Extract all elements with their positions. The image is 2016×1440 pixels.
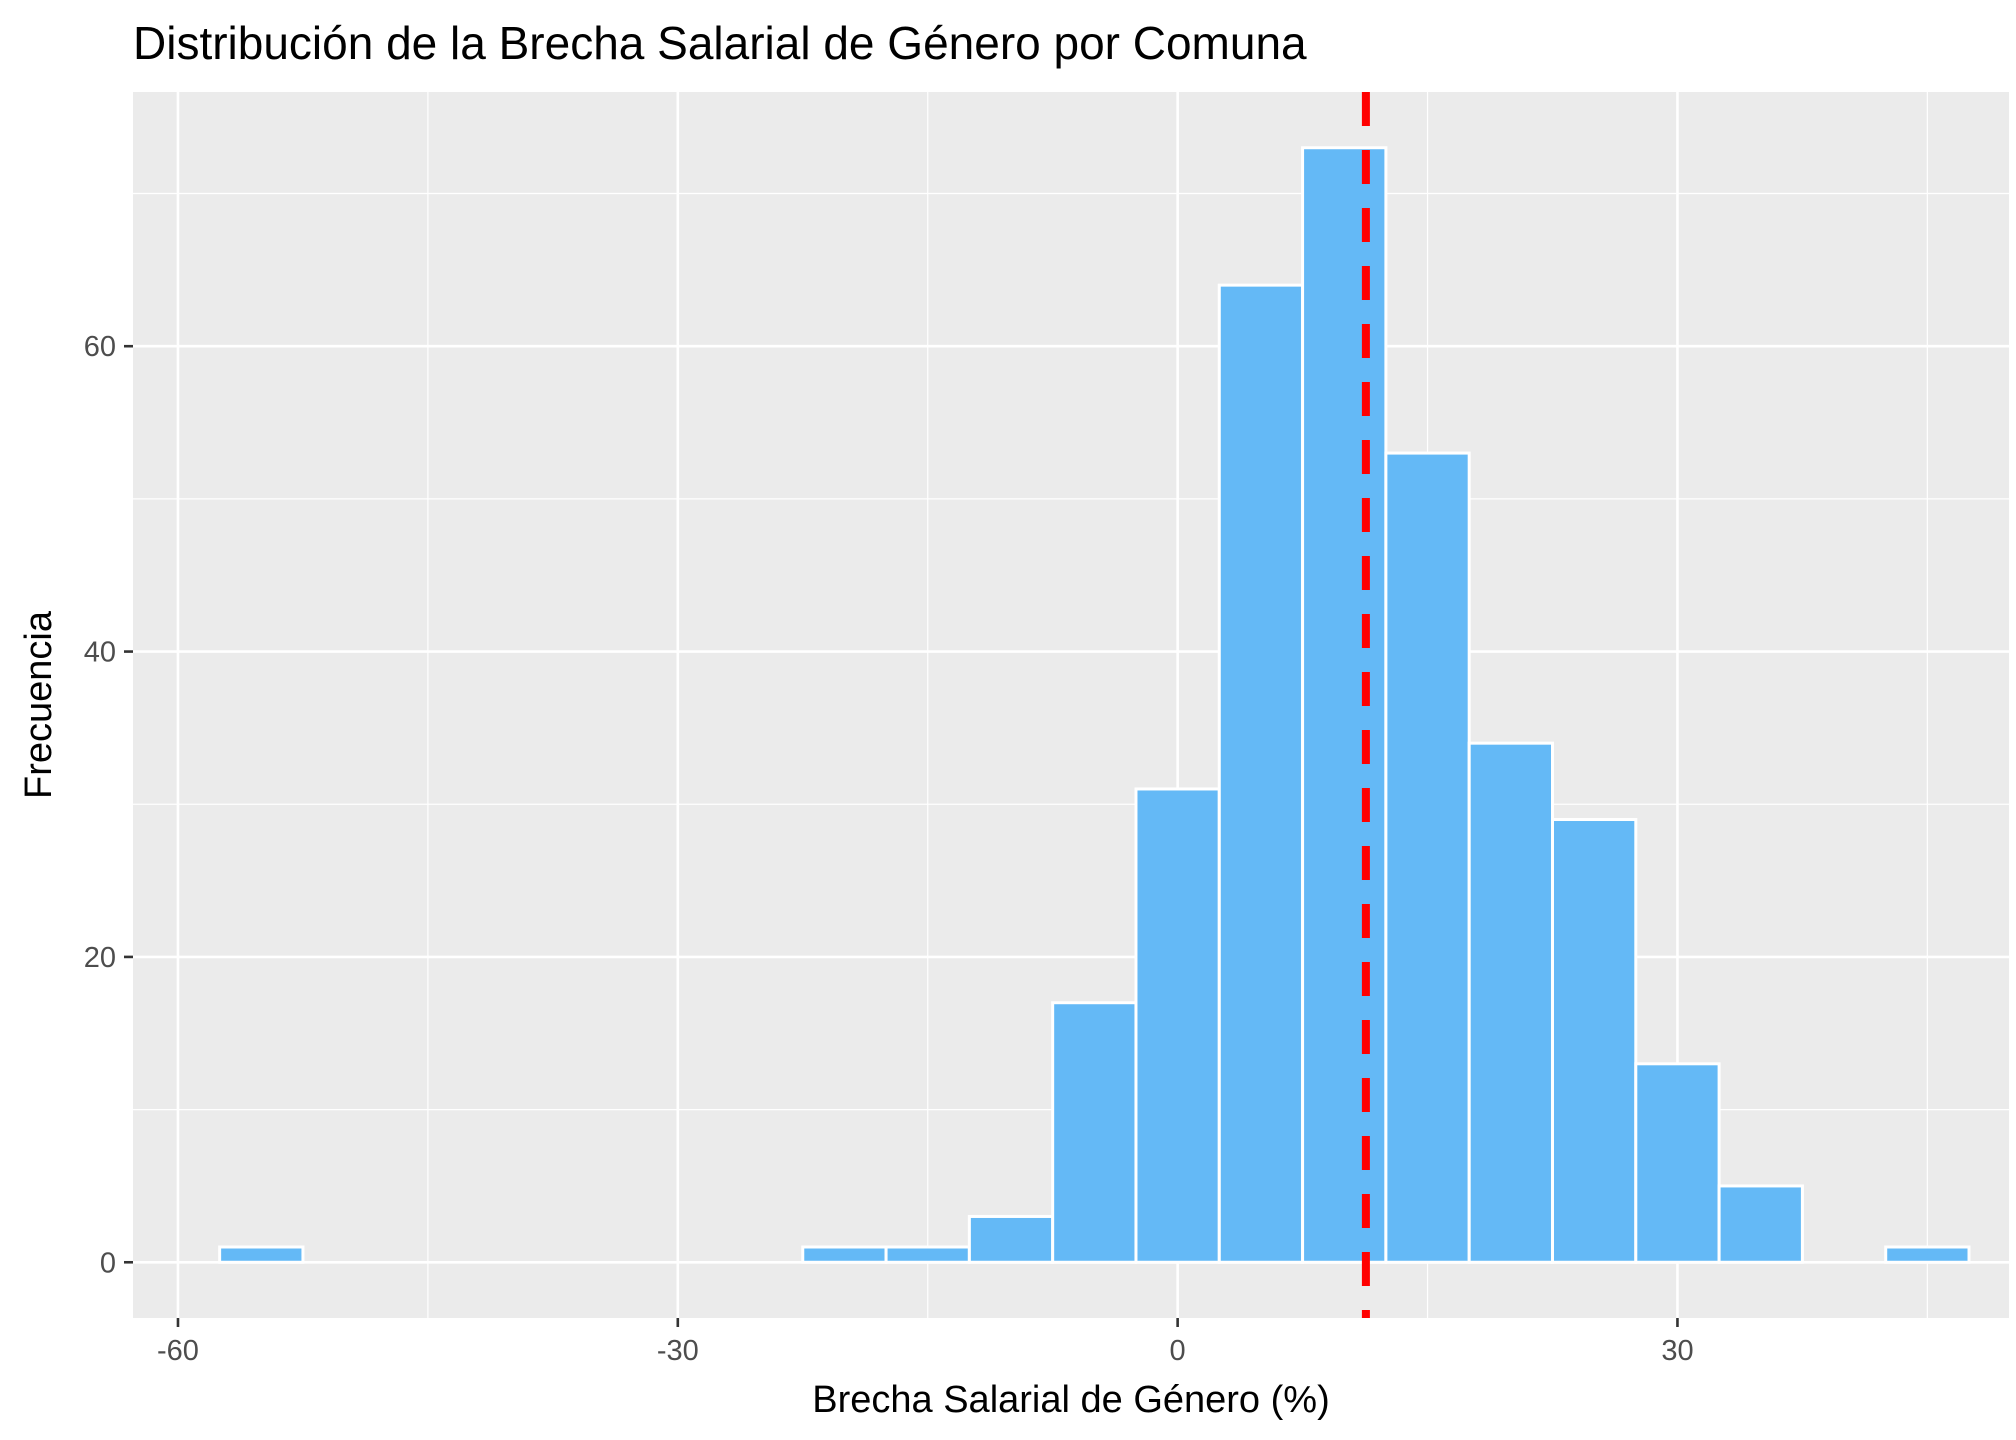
y-tick-label: 20 (84, 942, 116, 974)
histogram-bar (1550, 818, 1638, 1264)
x-tick-label: -60 (157, 1335, 199, 1367)
y-tick-label: 40 (84, 637, 116, 669)
y-tick-label: 0 (100, 1247, 116, 1279)
y-axis-title: Frecuencia (18, 610, 60, 799)
chart-title: Distribución de la Brecha Salarial de Gé… (133, 17, 1307, 69)
x-axis-title: Brecha Salarial de Género (%) (812, 1379, 1329, 1421)
histogram-bars (218, 146, 1971, 1264)
histogram-bar (1717, 1184, 1804, 1264)
x-tick-label: -30 (657, 1335, 699, 1367)
y-tick-label: 60 (84, 331, 116, 363)
histogram-bar (1217, 283, 1305, 1264)
histogram-bar (1051, 1001, 1138, 1264)
x-tick-label: 30 (1661, 1335, 1693, 1367)
histogram-bar (801, 1245, 888, 1264)
histogram-bar (1134, 787, 1221, 1264)
histogram-bar (967, 1214, 1055, 1264)
histogram-bar (1634, 1062, 1721, 1264)
x-axis: -60 -30 0 30 (157, 1318, 1694, 1367)
histogram-bar (218, 1245, 305, 1264)
x-tick-label: 0 (1170, 1335, 1186, 1367)
histogram-bar (884, 1245, 971, 1264)
y-axis: 0 20 40 60 (84, 331, 133, 1279)
histogram-bar (1301, 146, 1388, 1264)
histogram-bar (1884, 1245, 1971, 1264)
histogram-bar (1384, 451, 1471, 1264)
histogram-bar (1467, 741, 1554, 1264)
